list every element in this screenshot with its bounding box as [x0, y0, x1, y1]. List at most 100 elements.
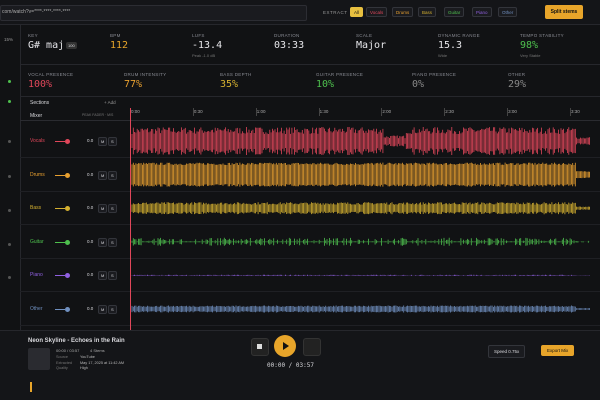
presence-value: 29% — [508, 79, 527, 90]
export-button[interactable]: Export Mix — [541, 345, 575, 356]
track-knob[interactable] — [65, 206, 70, 212]
stat-label: DYNAMIC RANGE — [438, 33, 480, 38]
track-fader — [55, 141, 65, 142]
play-icon — [283, 342, 289, 350]
filter-button[interactable]: Bass — [418, 7, 437, 17]
track-gain: 0.0 — [87, 238, 94, 244]
stat-label: TEMPO STABILITY — [520, 33, 564, 38]
solo-button[interactable]: S — [108, 305, 117, 314]
track-gain: 0.0 — [87, 306, 94, 311]
track-fader — [55, 309, 65, 310]
stat-sub: Very Stable — [520, 53, 541, 58]
waveform — [131, 237, 590, 246]
stat-label: SCALE — [356, 33, 373, 38]
filter-button[interactable]: Piano — [472, 7, 492, 17]
meta-label: Extracted — [56, 360, 73, 365]
waveform — [131, 202, 590, 215]
player-bar — [0, 330, 600, 400]
solo-button[interactable]: S — [108, 204, 117, 214]
mute-button[interactable]: M — [98, 137, 108, 146]
timeline-label: 2:30 — [445, 109, 455, 114]
presence-label: DRUM INTENSITY — [124, 72, 167, 77]
stat-value: -13.4 — [192, 40, 223, 51]
timeline-label: 3:30 — [571, 109, 580, 114]
track-name: Drums — [30, 171, 45, 178]
track-rule — [20, 224, 600, 226]
solo-button[interactable]: S — [108, 170, 117, 180]
timeline-rule — [20, 120, 600, 121]
track-name: Vocals — [30, 138, 45, 144]
sections-add[interactable]: + Add — [104, 100, 116, 105]
track-name: Piano — [30, 272, 43, 279]
url-text: com/watch?v=****-****-****-**** — [2, 9, 71, 15]
presence-label: PIANO PRESENCE — [412, 72, 457, 77]
track-knob[interactable] — [65, 273, 70, 279]
stat-sub: Wide — [438, 53, 448, 58]
overview-cursor — [30, 382, 32, 392]
sidebar-dot — [8, 80, 11, 83]
filter-button[interactable]: Other — [498, 7, 518, 17]
sidebar-dot — [8, 209, 11, 212]
timeline-tick — [507, 108, 509, 116]
filter-button[interactable]: Vocals — [366, 7, 388, 17]
solo-button[interactable]: S — [108, 137, 117, 146]
sidebar-dot — [8, 175, 11, 178]
timeline-label: 1:30 — [319, 109, 329, 114]
sidebar-dot — [8, 140, 11, 143]
timeline-label: 0:30 — [193, 109, 203, 114]
url-field — [0, 5, 307, 21]
timeline-tick — [255, 108, 257, 116]
mute-button[interactable]: M — [98, 170, 108, 180]
presence-label: GUITAR PRESENCE — [316, 72, 364, 77]
waveform — [131, 162, 590, 187]
timeline-tick — [381, 108, 383, 116]
extract-label: EXTRACT — [323, 10, 348, 15]
divider — [20, 96, 600, 97]
stat-value: 112 — [110, 40, 129, 51]
playhead — [130, 108, 131, 330]
track-name: Bass — [30, 205, 42, 212]
mixer-title: Mixer — [30, 113, 43, 119]
stat-badge: 100 — [66, 42, 77, 49]
meta-label: Quality — [56, 366, 68, 370]
filter-button[interactable]: Guitar — [444, 7, 465, 17]
stat-label: LUFS — [192, 33, 205, 38]
stat-value: G# maj — [28, 40, 65, 51]
filter-button[interactable]: Drums — [392, 7, 414, 17]
loop-button[interactable] — [303, 338, 321, 356]
mute-button[interactable]: M — [98, 204, 108, 214]
split-button[interactable]: Split stems — [545, 5, 583, 19]
waveform — [131, 127, 590, 155]
track-fader — [55, 174, 65, 176]
sections-title: Sections — [30, 100, 50, 106]
speed-button[interactable]: Speed 0.75x — [488, 345, 526, 358]
track-fader — [55, 208, 65, 210]
sidebar-dot — [8, 276, 11, 279]
track-name: Other — [30, 306, 43, 312]
presence-label: VOCAL PRESENCE — [28, 72, 74, 77]
track-rule — [20, 291, 600, 293]
stat-label: BPM — [110, 33, 121, 38]
track-knob[interactable] — [65, 172, 70, 178]
timeline-label: 0:00 — [131, 109, 140, 114]
divider — [20, 64, 600, 65]
track-knob[interactable] — [65, 307, 70, 312]
track-fader — [55, 275, 65, 277]
timeline-tick — [444, 108, 446, 116]
track-knob[interactable] — [65, 139, 70, 144]
filter-button[interactable]: All — [350, 7, 364, 17]
meta-value: High — [80, 366, 88, 370]
mute-button[interactable]: M — [98, 237, 108, 247]
mute-button[interactable]: M — [98, 305, 108, 314]
track-rule — [20, 190, 600, 192]
stop-icon — [257, 344, 262, 349]
sidebar-dot — [8, 100, 11, 103]
solo-button[interactable]: S — [108, 271, 117, 281]
mute-button[interactable]: M — [98, 271, 108, 281]
track-rule — [20, 325, 600, 326]
solo-button[interactable]: S — [108, 237, 117, 247]
track-knob[interactable] — [65, 239, 70, 245]
timeline-label: 3:00 — [508, 109, 517, 114]
presence-value: 100% — [28, 79, 53, 90]
